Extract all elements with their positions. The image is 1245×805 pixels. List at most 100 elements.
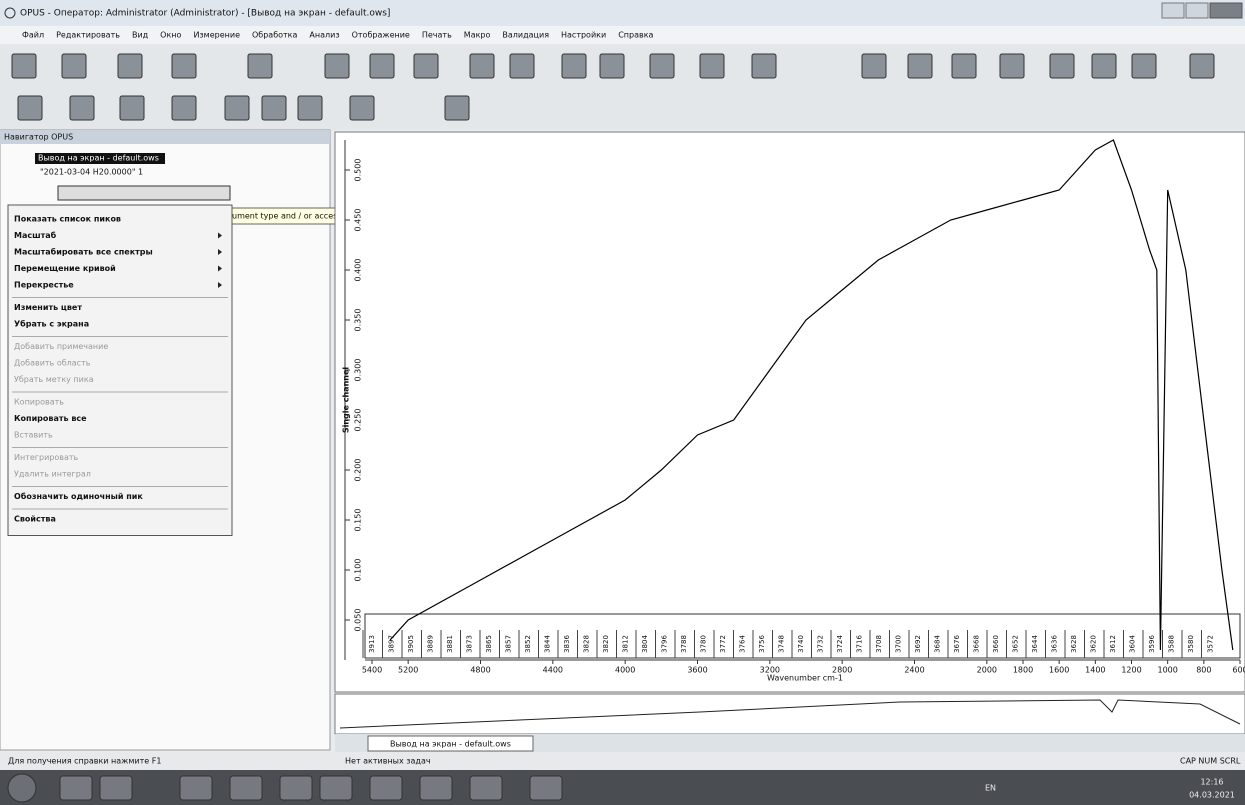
x-tick-label: 1200 [1121, 666, 1141, 675]
x-tick-label: 5200 [398, 666, 418, 675]
toolbar-button[interactable] [350, 96, 374, 120]
toolbar-button[interactable] [1190, 54, 1214, 78]
toolbar-button[interactable] [70, 96, 94, 120]
toolbar-button[interactable] [298, 96, 322, 120]
toolbar-button[interactable] [225, 96, 249, 120]
context-menu-item[interactable]: Перекрестье [14, 281, 74, 290]
menu-item[interactable]: Редактировать [56, 31, 120, 40]
menu-item[interactable]: Валидация [502, 31, 549, 40]
toolbar-button[interactable] [120, 96, 144, 120]
context-menu-item[interactable]: Свойства [14, 515, 56, 524]
context-menu-item[interactable]: Масштаб [14, 230, 57, 240]
x-tick-label: 800 [1196, 666, 1211, 675]
context-menu-item[interactable]: Убрать с экрана [14, 319, 89, 329]
taskbar-app[interactable] [420, 776, 452, 800]
menu-item[interactable]: Файл [22, 31, 44, 40]
clock-date[interactable]: 04.03.2021 [1189, 791, 1235, 800]
toolbar-button[interactable] [700, 54, 724, 78]
y-tick-label: 0.250 [354, 409, 363, 432]
context-menu-item: Добавить примечание [14, 342, 108, 351]
status-right: CAP NUM SCRL [1180, 757, 1241, 766]
toolbar-button[interactable] [18, 96, 42, 120]
toolbar-button[interactable] [172, 54, 196, 78]
toolbar-button[interactable] [325, 54, 349, 78]
toolbar-button[interactable] [1050, 54, 1074, 78]
y-tick-label: 0.150 [354, 509, 363, 532]
toolbar-button[interactable] [600, 54, 624, 78]
menu-item[interactable]: Справка [618, 31, 653, 40]
toolbar-button[interactable] [1132, 54, 1156, 78]
peak-label: 3865 [485, 635, 493, 653]
menu-item[interactable]: Окно [160, 31, 181, 40]
window-title: OPUS - Оператор: Administrator (Administ… [20, 9, 390, 19]
context-menu-item[interactable]: Изменить цвет [14, 303, 82, 312]
toolbar-button[interactable] [650, 54, 674, 78]
toolbar-button[interactable] [752, 54, 776, 78]
toolbar-button[interactable] [118, 54, 142, 78]
peak-label: 3700 [895, 635, 903, 653]
peak-label: 3684 [934, 635, 942, 653]
minimize-button[interactable] [1162, 3, 1184, 18]
menu-item[interactable]: Макро [464, 31, 491, 40]
taskbar-app[interactable] [100, 776, 132, 800]
peak-label: 3796 [661, 635, 669, 653]
x-tick-label: 1000 [1157, 666, 1177, 675]
peak-label: 3676 [953, 635, 961, 653]
taskbar-app[interactable] [530, 776, 562, 800]
menu-item[interactable]: Отображение [352, 31, 410, 40]
clock-time[interactable]: 12:16 [1200, 778, 1223, 787]
toolbar-button[interactable] [952, 54, 976, 78]
menu-item[interactable]: Измерение [193, 31, 240, 40]
context-menu-item[interactable]: Обозначить одиночный пик [14, 491, 143, 501]
peak-label: 3857 [505, 635, 513, 653]
toolbar-button[interactable] [172, 96, 196, 120]
taskbar-app[interactable] [280, 776, 312, 800]
file-blocks[interactable] [58, 186, 230, 200]
toolbar-button[interactable] [1092, 54, 1116, 78]
taskbar-app[interactable] [370, 776, 402, 800]
menu-item[interactable]: Вид [132, 31, 149, 40]
peak-label: 3604 [1129, 635, 1137, 653]
toolbar-button[interactable] [62, 54, 86, 78]
y-tick-label: 0.400 [354, 259, 363, 282]
language[interactable]: EN [985, 784, 996, 793]
toolbar-button[interactable] [1000, 54, 1024, 78]
taskbar-app[interactable] [180, 776, 212, 800]
taskbar-app[interactable] [320, 776, 352, 800]
toolbar-button[interactable] [248, 54, 272, 78]
toolbar-button[interactable] [445, 96, 469, 120]
toolbar-button[interactable] [262, 96, 286, 120]
maximize-button[interactable] [1186, 3, 1208, 18]
menu-item[interactable]: Настройки [561, 31, 606, 40]
close-button[interactable] [1210, 3, 1242, 18]
taskbar-app[interactable] [60, 776, 92, 800]
toolbar-button[interactable] [414, 54, 438, 78]
menu-item[interactable]: Анализ [309, 31, 339, 40]
spectrum-panel [335, 132, 1245, 692]
peak-label: 3668 [973, 635, 981, 653]
toolbar-button[interactable] [12, 54, 36, 78]
taskbar-app[interactable] [470, 776, 502, 800]
toolbar-button[interactable] [510, 54, 534, 78]
tree-item[interactable]: Вывод на экран - default.ows [38, 154, 159, 163]
context-menu-item[interactable]: Копировать все [14, 414, 87, 423]
start-button[interactable] [8, 774, 36, 802]
tree-item[interactable]: "2021-03-04 H20.0000" 1 [40, 168, 143, 177]
menu-item[interactable]: Обработка [252, 31, 298, 40]
taskbar-app[interactable] [230, 776, 262, 800]
context-menu-item[interactable]: Перемещение кривой [14, 264, 116, 273]
toolbar-button[interactable] [562, 54, 586, 78]
peak-label: 3572 [1207, 635, 1215, 653]
context-menu-item: Добавить область [14, 359, 91, 368]
tab-label[interactable]: Вывод на экран - default.ows [390, 740, 511, 749]
context-menu-item[interactable]: Показать список пиков [14, 215, 121, 224]
menu-item[interactable]: Печать [422, 31, 452, 40]
peak-label: 3905 [407, 635, 415, 653]
toolbar-button[interactable] [908, 54, 932, 78]
toolbar-button[interactable] [370, 54, 394, 78]
toolbar-button[interactable] [862, 54, 886, 78]
screen: OPUS - Оператор: Administrator (Administ… [0, 0, 1245, 805]
peak-label: 3828 [583, 635, 591, 653]
context-menu-item[interactable]: Масштабировать все спектры [14, 247, 153, 257]
toolbar-button[interactable] [470, 54, 494, 78]
